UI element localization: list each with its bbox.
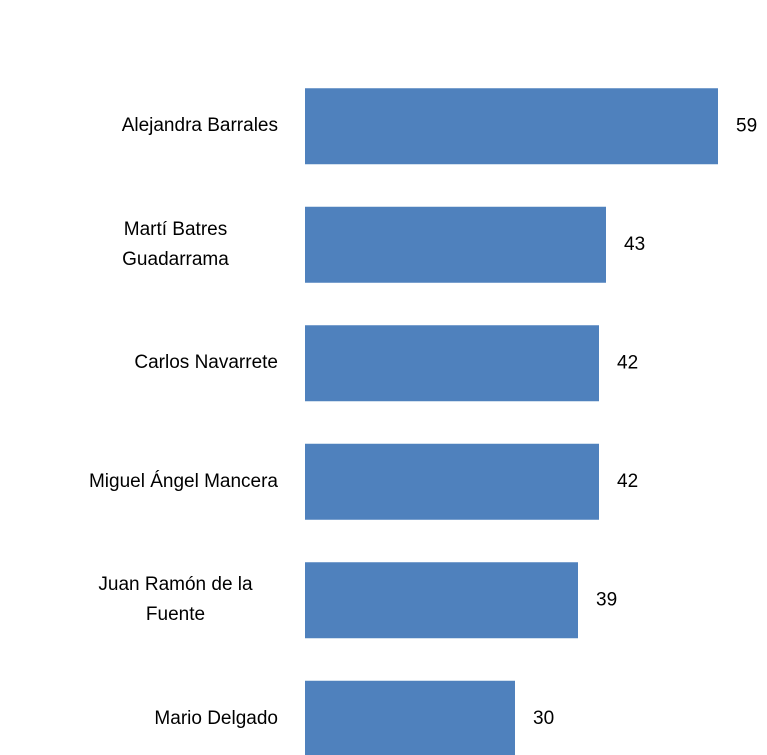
value-label: 42	[617, 352, 638, 373]
bar	[305, 88, 718, 165]
category-label: Martí Batres Guadarrama	[122, 218, 229, 270]
category-label: Alejandra Barrales	[121, 115, 278, 137]
category-label: Miguel Ángel Mancera	[88, 470, 278, 492]
value-label: 43	[624, 234, 645, 255]
category-label: Carlos Navarrete	[134, 352, 278, 374]
bar	[305, 562, 578, 639]
value-label: 30	[533, 708, 554, 729]
value-label: 42	[617, 471, 638, 492]
bar	[305, 680, 515, 755]
category-label: Juan Ramón de la Fuente	[98, 574, 253, 626]
bar	[305, 206, 606, 283]
bar	[305, 325, 599, 402]
category-label: Mario Delgado	[154, 707, 278, 729]
value-label: 59	[736, 115, 757, 136]
value-label: 39	[596, 589, 617, 610]
bar	[305, 443, 599, 520]
